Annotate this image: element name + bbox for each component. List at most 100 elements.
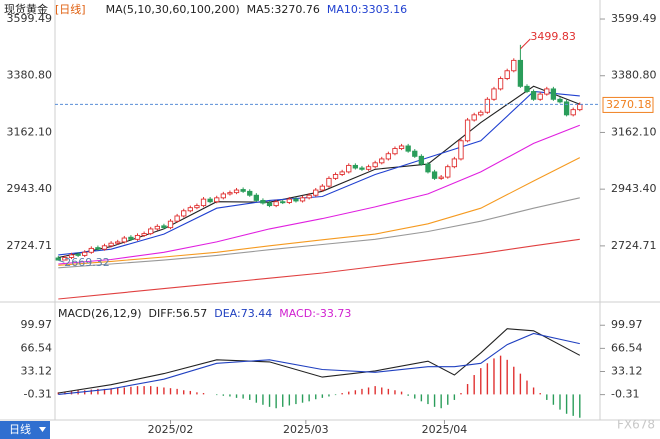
macd-line (58, 332, 580, 395)
candle-body (339, 171, 345, 175)
candle-body (464, 119, 471, 142)
candle-body (478, 111, 484, 116)
candle-body (240, 189, 246, 192)
candle-body (174, 215, 180, 222)
candle-body (385, 153, 392, 160)
ma-line (58, 124, 581, 265)
y-tick-label: 3162.10 (7, 125, 53, 138)
candle-body (154, 225, 160, 230)
candle-body (398, 145, 405, 150)
candle-body (82, 251, 88, 256)
y-tick-label: 3380.80 (7, 69, 53, 82)
candle-body (148, 228, 154, 235)
candle-body (319, 185, 325, 191)
candle-body (379, 158, 385, 164)
y-tick-label: 3599.49 (7, 12, 53, 25)
candle-body (266, 202, 273, 207)
candle-body (537, 93, 543, 100)
candle-body (445, 166, 451, 178)
candle-body (491, 88, 497, 100)
candle-body (425, 163, 431, 173)
y-tick-label: 66.54 (21, 341, 53, 354)
candle-body (214, 197, 220, 203)
last-price-label: 3270.18 (606, 98, 652, 111)
candle-body (326, 177, 332, 187)
candle-body (121, 237, 127, 243)
candle-body (359, 167, 365, 170)
candle-body (458, 140, 464, 160)
candle-body (418, 155, 425, 165)
candle-body (260, 199, 266, 204)
ma-line (58, 197, 580, 269)
candle-body (273, 201, 279, 207)
candle-body (134, 234, 141, 240)
legend-entry: DIFF:56.57 (149, 307, 208, 320)
candle-body (220, 193, 226, 199)
candle-body (194, 205, 200, 209)
candle-body (550, 88, 557, 100)
candle-body (346, 164, 352, 173)
y-tick-label: 2943.40 (7, 182, 53, 195)
candle-body (570, 109, 576, 116)
candle-body (557, 98, 563, 103)
candle-body (530, 91, 537, 100)
candle-body (511, 59, 517, 72)
y-tick-label-right: 3162.10 (611, 125, 657, 138)
macd-line (58, 328, 581, 394)
candle-body (141, 233, 147, 236)
candle-body (544, 88, 550, 95)
y-tick-label-right: 2943.40 (611, 182, 657, 195)
candle-body (451, 158, 458, 168)
candle-body (517, 59, 524, 87)
period-tag-text[interactable]: 日线 (9, 422, 31, 436)
candle-body (504, 70, 510, 79)
y-tick-label-right: 99.97 (611, 318, 643, 331)
candle-body (95, 247, 101, 250)
candle-body (207, 198, 213, 203)
period-tag[interactable] (0, 421, 50, 439)
ma-line (58, 90, 580, 256)
legend-entry: MACD:-33.73 (279, 307, 351, 320)
chart-title: 现货黄金 (4, 2, 48, 16)
x-tick-label: 2025/03 (283, 423, 329, 436)
candle-body (497, 78, 504, 90)
candle-body (313, 189, 319, 196)
candle-body (293, 198, 299, 202)
candle-body (365, 166, 372, 170)
y-tick-label: 99.97 (21, 318, 53, 331)
indicator: MA(5,10,30,60,100,200) (106, 3, 240, 16)
y-tick-label-right: 3380.80 (611, 69, 657, 82)
candle-body (306, 194, 312, 199)
candle-body (280, 201, 286, 204)
candle-body (161, 225, 167, 229)
candle-body (286, 198, 292, 203)
candle-body (227, 192, 233, 195)
candle-body (524, 85, 530, 92)
y-tick-label-right: -0.31 (611, 388, 639, 401)
chart-title: MACD(26,12,9) (58, 307, 142, 320)
candle-body (181, 210, 187, 217)
candle-body (392, 148, 398, 155)
period: [日线] (55, 2, 86, 16)
annotation-line (520, 38, 531, 50)
candle-body (471, 114, 477, 121)
candle-body (167, 220, 174, 229)
ma-line (58, 157, 581, 266)
y-tick-label-right: 3599.49 (611, 12, 657, 25)
candle-body (332, 174, 339, 179)
candle-body (115, 241, 121, 244)
candle-body (75, 253, 81, 256)
y-tick-label: -0.31 (24, 388, 52, 401)
candle-body (88, 247, 94, 253)
candle-body (405, 145, 411, 152)
candle-body (253, 194, 259, 201)
annotation: 3499.83 (530, 30, 576, 43)
candle-body (108, 242, 114, 247)
candle-body (62, 257, 68, 261)
candle-body (247, 190, 253, 196)
candle-body (68, 254, 75, 258)
candle-body (200, 198, 207, 207)
candle-body (128, 236, 134, 240)
